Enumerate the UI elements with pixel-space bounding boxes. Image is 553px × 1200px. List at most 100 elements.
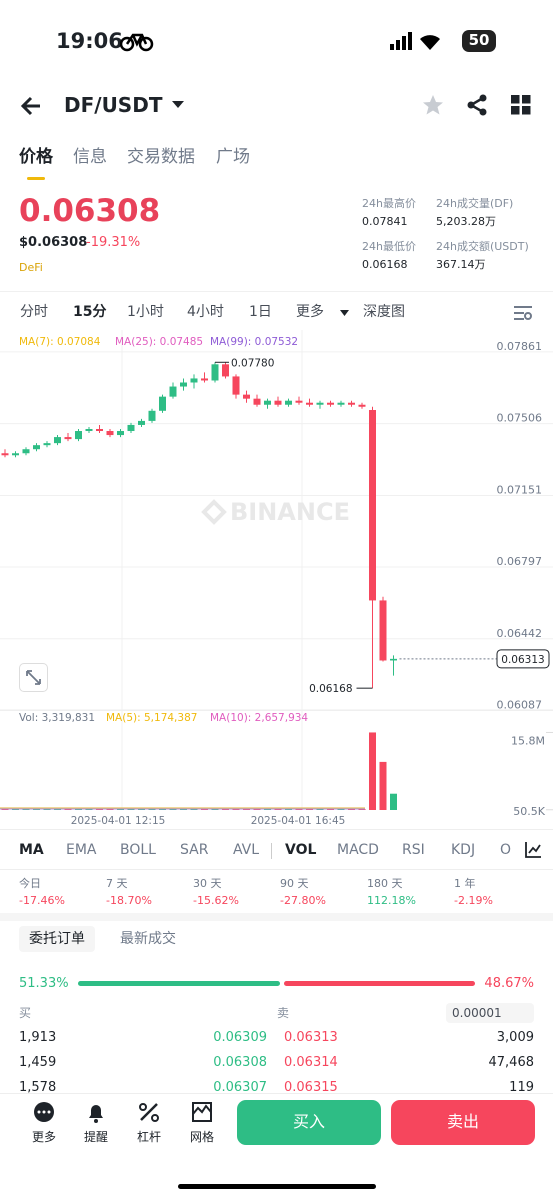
bid-price: 0.06309 [213,1030,267,1045]
stat-label: 24h最高价 [362,197,416,210]
candle-body [169,386,177,397]
candle-body [306,402,313,405]
date-label: 2025-04-01 16:45 [251,815,346,827]
action-label[interactable]: 提醒 [83,1130,108,1144]
pair-caret[interactable] [172,101,184,109]
interval[interactable]: 1日 [249,304,272,320]
candle-body [243,394,250,399]
sell-ratio-bar [283,981,475,986]
candle-body [211,364,219,381]
interval[interactable]: 深度图 [363,304,405,320]
interval[interactable]: 15分 [73,304,107,320]
low-label: 0.06168 [309,683,352,695]
tab[interactable]: 信息 [73,147,107,167]
indicator[interactable]: KDJ [451,842,476,858]
chart-settings-icon[interactable] [514,305,532,321]
candle-body [148,410,156,421]
candle-body [159,396,166,411]
change: -17.46% [19,894,65,907]
candle-body [379,600,387,661]
indicator[interactable]: RSI [402,842,425,858]
expand-button[interactable] [19,663,48,692]
indicator[interactable]: AVL [233,842,260,858]
stat-value: 0.06168 [362,258,408,271]
stat-label: 24h最低价 [362,240,416,253]
volume-legend: MA(10): 2,657,934 [210,712,308,724]
layout-icon[interactable] [511,95,531,115]
bid-qty: 1,578 [19,1080,57,1095]
volume-tick-label: 15.8M [511,734,545,747]
change: -18.70% [106,894,152,907]
share-icon[interactable] [466,94,488,116]
tab[interactable]: 广场 [216,147,250,167]
ma-legend: MA(25): 0.07485 [115,336,203,348]
back-button[interactable] [20,95,44,117]
ob-tab[interactable]: 最新成交 [120,931,176,947]
indicator[interactable]: MACD [337,842,379,858]
status-time: 19:06 [56,29,123,53]
candle-body [369,409,376,601]
volume-bar [369,732,376,810]
y-tick-label: 0.06087 [497,699,543,712]
section-gap [0,913,553,921]
stat-value: 0.07841 [362,215,408,228]
kline-chart: 0.07861 0.07506 0.07151 0.06797 0.06442 0.060… [0,330,553,827]
action-label[interactable]: 更多 [31,1130,56,1144]
candle-body [190,378,198,383]
y-tick-label: 0.06797 [497,555,543,568]
candle-body [1,453,9,456]
divider [0,869,553,870]
period: 今日 [19,877,41,890]
ask-qty: 47,468 [488,1055,535,1070]
indicator[interactable]: SAR [180,842,209,858]
ask-price: 0.06313 [284,1030,338,1045]
bid-price: 0.06307 [213,1080,267,1095]
candle-body [232,376,240,395]
tab[interactable]: 交易数据 [127,147,195,167]
period: 180 天 [367,877,403,890]
indicator[interactable]: MA [19,842,44,858]
tab[interactable]: 价格 [19,147,53,167]
ma-legend: MA(99): 0.07532 [210,336,298,348]
interval[interactable]: 更多 [296,304,324,320]
candle-body [274,400,282,405]
divider [0,291,553,292]
ob-tab[interactable]: 委托订单 [19,926,95,952]
interval[interactable]: 4小时 [187,304,224,320]
candle-body [127,424,135,432]
candle-body [138,420,145,425]
ask-price: 0.06314 [284,1055,338,1070]
candle-body [117,431,124,436]
y-tick-label: 0.07861 [497,340,543,353]
indicator[interactable]: BOLL [120,842,156,858]
interval[interactable]: 分时 [20,304,48,320]
action-label[interactable]: 杠杆 [136,1130,161,1144]
buy-button[interactable]: 买入 [237,1100,381,1145]
current-price-label: 0.06313 [501,654,544,666]
candle-body [96,428,103,432]
stat-label: 24h成交额(USDT) [436,240,529,253]
sell-button[interactable]: 卖出 [391,1100,535,1145]
action-label[interactable]: 网格 [189,1130,214,1144]
interval[interactable]: 1小时 [127,304,164,320]
favorite-icon[interactable] [422,94,444,116]
last-price: 0.06308 [19,193,161,229]
sector-tag[interactable]: DeFi [19,261,43,274]
candle-body [285,400,292,405]
candle-body [12,453,19,456]
change: -27.80% [280,894,326,907]
more-caret [340,310,349,316]
period: 30 天 [193,877,222,890]
indicator[interactable]: O [500,842,512,858]
tick-size[interactable]: 0.00001 [446,1003,534,1023]
y-tick-label: 0.06442 [497,627,543,640]
indicator-settings[interactable] [525,842,541,858]
indicator[interactable]: EMA [66,842,97,858]
period: 7 天 [106,877,128,890]
candle-body [337,402,345,405]
indicator[interactable]: VOL [285,842,317,858]
change: -15.62% [193,894,239,907]
pair-name[interactable]: DF/USDT [64,93,163,117]
y-tick-label: 0.07151 [497,483,543,496]
